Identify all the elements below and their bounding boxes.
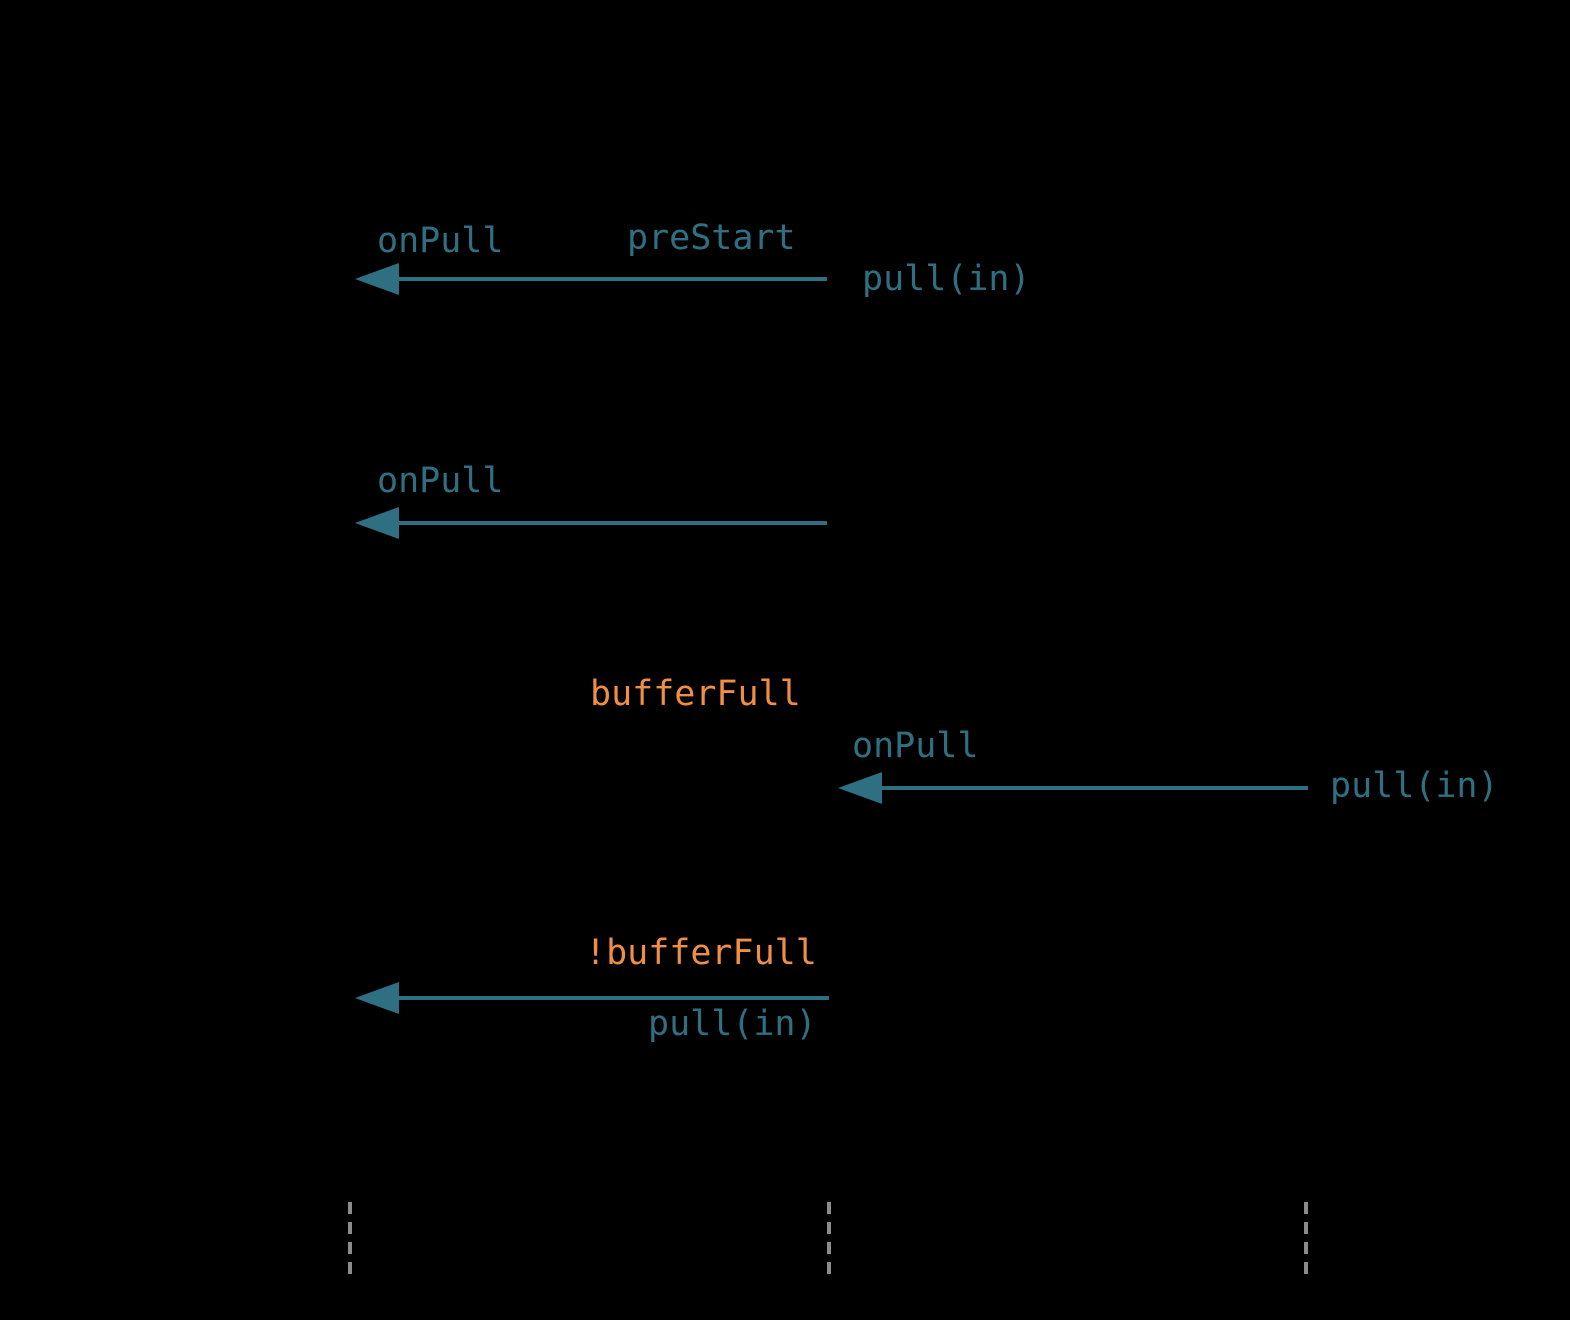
message-arrow <box>396 521 827 525</box>
lifeline-dashed-stub <box>1304 1202 1308 1274</box>
arrowhead-left-icon <box>355 507 399 539</box>
arrowhead-left-icon <box>355 263 399 295</box>
lifeline-dashed-stub <box>348 1202 352 1274</box>
lifeline-dashed-stub <box>827 1202 831 1274</box>
message-arrow <box>396 996 829 1000</box>
message-handler-label: onPull <box>377 221 504 261</box>
message-arrow <box>879 786 1308 790</box>
message-guard-label: preStart <box>627 218 796 258</box>
message-handler-label: onPull <box>377 461 504 501</box>
arrowhead-left-icon <box>838 772 882 804</box>
message-condition-label: !bufferFull <box>585 933 817 973</box>
arrowhead-left-icon <box>355 982 399 1014</box>
message-handler-label: onPull <box>852 726 979 766</box>
message-condition-label: bufferFull <box>590 674 801 714</box>
message-call-label: pull(in) <box>1330 766 1499 806</box>
message-arrow <box>396 277 827 281</box>
message-call-label: pull(in) <box>862 259 1031 299</box>
message-call-label: pull(in) <box>648 1004 817 1044</box>
